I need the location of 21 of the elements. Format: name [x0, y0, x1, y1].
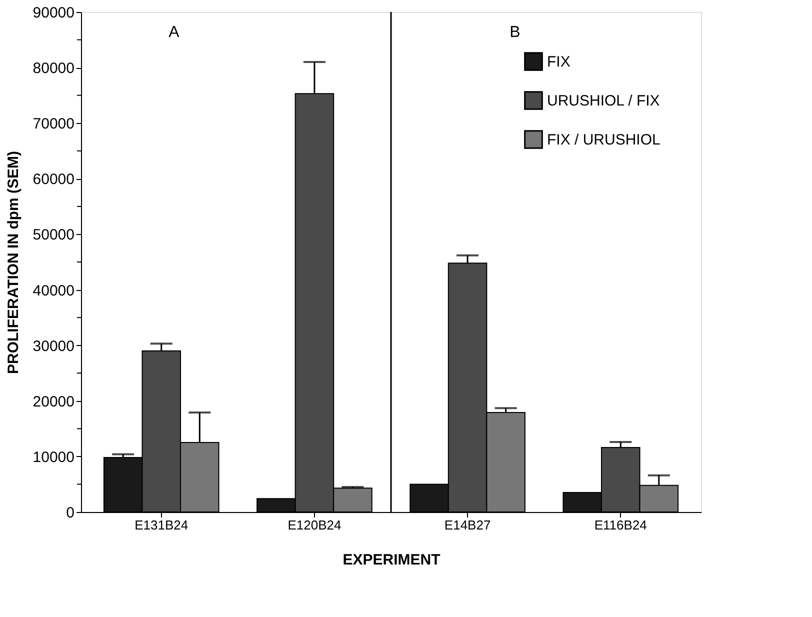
x-tick-label: E116B24: [594, 518, 647, 532]
y-tick-label: 40000: [32, 282, 74, 300]
x-tick-label: E14B27: [444, 518, 491, 532]
x-tick-label: E120B24: [288, 518, 342, 532]
y-tick-label: 90000: [32, 4, 74, 22]
annotation: B: [510, 24, 520, 41]
y-tick-label: 70000: [32, 116, 74, 133]
annotation: A: [168, 24, 180, 41]
y-tick-label: 80000: [32, 60, 74, 78]
y-tick-label: 50000: [32, 226, 74, 244]
x-axis-title: EXPERIMENT: [342, 552, 440, 568]
y-tick-label: 30000: [32, 338, 74, 355]
y-axis-title: PROLIFERATION IN dpm (SEM): [4, 150, 22, 374]
legend-label: FIX / URUSHIOL: [547, 132, 660, 148]
y-tick-label: 0: [66, 504, 74, 522]
y-tick-label: 10000: [32, 448, 74, 466]
x-tick-label: E131B24: [134, 518, 188, 532]
y-tick-label: 20000: [32, 393, 74, 410]
y-tick-label: 60000: [32, 171, 74, 188]
legend-label: URUSHIOL / FIX: [547, 92, 660, 110]
legend-label: FIX: [547, 54, 570, 70]
